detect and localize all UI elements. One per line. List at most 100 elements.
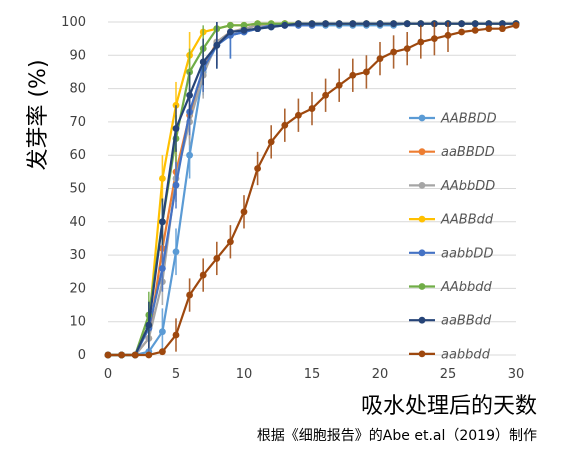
data-point <box>417 20 425 28</box>
x-axis-title: 吸水处理后的天数 <box>361 394 537 419</box>
data-point <box>145 321 153 329</box>
x-tick-label: 10 <box>236 367 253 382</box>
legend-item: AABBdd <box>409 213 494 228</box>
legend-label: AAbbdd <box>440 280 493 295</box>
data-point <box>363 68 370 76</box>
data-point <box>281 121 289 129</box>
data-point <box>458 20 465 28</box>
y-tick-label: 60 <box>69 148 86 163</box>
legend-swatch-marker <box>418 350 426 358</box>
legend-label: aabbdd <box>441 347 491 362</box>
data-point <box>390 20 397 28</box>
data-point <box>471 20 479 28</box>
legend-swatch-marker <box>418 283 426 290</box>
data-point <box>227 21 234 29</box>
y-axis-title: 发芽率 (%) <box>26 59 51 170</box>
legend-item: AABBDD <box>409 112 497 127</box>
legend: AABBDD aaBBDD AAbbDD AABBdd aabbDD AAbbdd aaBB… <box>409 112 497 362</box>
legend-item: aabbdd <box>409 347 491 362</box>
data-point <box>335 20 343 28</box>
legend-item: AAbbdd <box>409 280 493 295</box>
x-tick-label: 20 <box>372 367 389 382</box>
data-point <box>240 26 248 34</box>
data-point <box>199 58 207 66</box>
legend-item: AAbbDD <box>409 179 495 194</box>
data-point <box>322 91 329 99</box>
data-point <box>159 348 166 356</box>
data-point <box>403 45 411 53</box>
data-point <box>213 255 221 262</box>
data-point <box>322 20 329 28</box>
data-point <box>186 291 194 299</box>
y-tick-label: 0 <box>78 348 86 363</box>
x-tick-label: 15 <box>304 367 321 382</box>
data-point <box>335 81 343 89</box>
legend-swatch-marker <box>418 148 426 156</box>
data-point <box>499 20 506 28</box>
legend-swatch-marker <box>418 215 426 223</box>
data-point <box>458 28 465 36</box>
y-tick-label: 10 <box>69 315 86 330</box>
y-tick-label: 20 <box>69 281 86 296</box>
y-tick-label: 80 <box>69 82 86 97</box>
data-point <box>295 20 302 28</box>
x-tick-label: 0 <box>104 367 112 382</box>
data-point <box>172 181 180 189</box>
data-point <box>227 28 234 36</box>
data-point <box>349 20 357 28</box>
data-point <box>199 271 207 279</box>
x-axis-ticks: 0 5 10 15 20 25 30 <box>104 367 524 382</box>
data-point <box>390 48 397 56</box>
data-point <box>172 248 180 256</box>
data-point <box>172 331 180 339</box>
data-point <box>254 25 261 33</box>
legend-label: aaBBdd <box>441 314 492 329</box>
data-point <box>267 138 275 146</box>
legend-item: aaBBdd <box>409 314 492 329</box>
data-point <box>186 151 194 159</box>
data-point <box>240 21 248 29</box>
legend-label: aabbDD <box>441 246 493 261</box>
legend-label: AABBDD <box>440 112 497 127</box>
data-point <box>308 20 316 28</box>
data-point <box>403 20 411 28</box>
data-point <box>118 351 125 359</box>
y-axis-ticks: 0 10 20 30 40 50 60 70 80 90 100 <box>61 15 86 363</box>
data-point <box>267 23 275 31</box>
data-point <box>145 351 153 359</box>
legend-item: aaBBDD <box>409 145 495 160</box>
data-point <box>499 25 506 33</box>
x-tick-label: 5 <box>172 367 180 382</box>
data-point <box>444 31 452 39</box>
data-point <box>376 20 384 28</box>
legend-item: aabbDD <box>409 246 493 261</box>
x-tick-label: 25 <box>440 367 457 382</box>
data-point <box>172 125 180 132</box>
data-point <box>240 208 248 216</box>
data-point <box>254 165 261 172</box>
legend-label: AABBdd <box>440 213 494 228</box>
data-point <box>349 71 357 79</box>
data-point <box>186 91 194 99</box>
series-aabbdd <box>104 21 520 359</box>
data-point <box>227 238 234 246</box>
data-point <box>485 25 493 33</box>
series-layer <box>104 20 520 359</box>
y-tick-label: 90 <box>69 48 86 63</box>
legend-label: aaBBDD <box>441 145 495 160</box>
data-point <box>417 38 425 46</box>
data-point <box>131 351 139 359</box>
data-point <box>376 55 384 63</box>
data-point <box>485 20 493 28</box>
data-point <box>159 175 166 182</box>
data-point <box>471 26 479 34</box>
data-point <box>512 21 520 29</box>
y-tick-label: 40 <box>69 215 86 230</box>
data-point <box>254 20 261 28</box>
legend-swatch-marker <box>418 182 426 189</box>
data-point <box>308 105 316 112</box>
data-point <box>213 41 221 49</box>
x-tick-label: 30 <box>508 367 525 382</box>
data-point <box>104 351 112 359</box>
